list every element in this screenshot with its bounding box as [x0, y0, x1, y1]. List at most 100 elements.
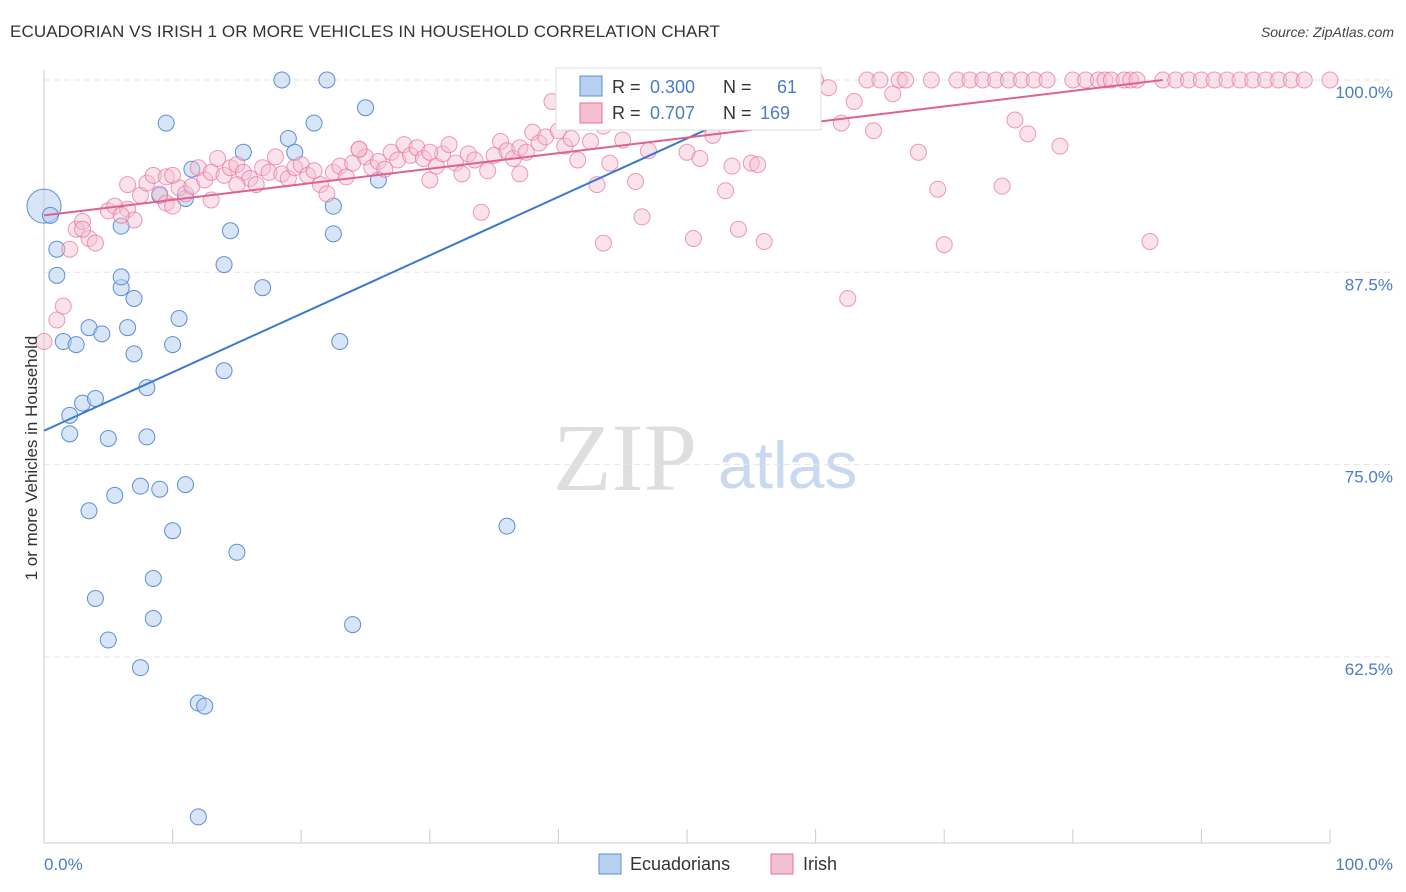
legend-r-label-2: R = — [612, 103, 641, 123]
irish-point — [414, 149, 432, 167]
irish-point — [890, 71, 908, 89]
irish-point — [453, 165, 471, 183]
irish-point — [562, 129, 580, 147]
legend-r-value-2: 0.707 — [650, 103, 695, 123]
irish-point — [35, 333, 53, 351]
irish-point — [935, 236, 953, 254]
legend-r-label-1: R = — [612, 77, 641, 97]
irish-point — [633, 208, 651, 226]
ecuadorian-point — [93, 325, 111, 343]
irish-point — [479, 162, 497, 180]
irish-point — [1102, 71, 1120, 89]
ecuadorian-point — [221, 222, 239, 240]
irish-point — [1231, 71, 1249, 89]
ecuadorian-point — [48, 266, 66, 284]
ecuadorian-point — [176, 476, 194, 494]
chart-title: ECUADORIAN VS IRISH 1 OR MORE VEHICLES I… — [10, 22, 721, 41]
irish-points — [35, 71, 1339, 351]
irish-point — [1270, 71, 1288, 89]
irish-point — [350, 140, 368, 158]
irish-point — [1295, 71, 1313, 89]
irish-point — [86, 234, 104, 252]
legend-r-value-1: 0.300 — [650, 77, 695, 97]
irish-point — [421, 143, 439, 161]
ecuadorian-point — [61, 425, 79, 443]
irish-point — [395, 136, 413, 154]
legend-swatch-pink — [579, 102, 603, 124]
irish-point — [582, 133, 600, 151]
irish-point — [74, 220, 92, 238]
legend-n-label-1: N = — [723, 77, 752, 97]
ecuadorian-point — [305, 114, 323, 132]
series-legend: Ecuadorians Irish — [598, 853, 837, 875]
irish-point — [845, 93, 863, 111]
irish-point — [819, 79, 837, 97]
ecuadorian-point — [157, 114, 175, 132]
irish-point — [492, 133, 510, 151]
irish-point — [48, 311, 66, 329]
ecuadorian-point — [196, 697, 214, 715]
irish-point — [1000, 71, 1017, 89]
irish-point — [1025, 71, 1043, 89]
irish-point — [948, 71, 966, 89]
irish-point — [408, 139, 426, 157]
irish-point — [1064, 71, 1082, 89]
irish-point — [61, 240, 79, 258]
ecuadorian-point — [164, 336, 182, 354]
irish-point — [1180, 71, 1198, 89]
watermark-zip: ZIP — [553, 404, 697, 511]
irish-point — [755, 233, 773, 251]
irish-point — [717, 182, 735, 200]
irish-point — [723, 157, 741, 175]
irish-point — [993, 177, 1011, 195]
legend-ecuadorians-swatch — [598, 853, 622, 875]
irish-point — [684, 229, 702, 247]
y-tick-label-3: 100.0% — [1335, 83, 1393, 102]
ecuadorian-point — [279, 129, 297, 147]
irish-point — [974, 71, 992, 89]
ecuadorian-point — [151, 480, 169, 498]
ecuadorian-point — [357, 99, 374, 117]
legend-swatch-blue — [579, 75, 603, 97]
ecuadorian-point — [344, 616, 362, 634]
irish-point — [331, 157, 349, 175]
irish-point — [594, 234, 612, 252]
y-tick-label-1: 75.0% — [1345, 468, 1393, 487]
irish-point — [864, 122, 882, 140]
source-label: Source: ZipAtlas.com — [1260, 24, 1394, 40]
irish-point — [858, 71, 876, 89]
ecuadorian-point — [170, 309, 188, 327]
irish-point — [1051, 137, 1069, 155]
irish-point — [1244, 71, 1262, 89]
irish-point — [1257, 71, 1275, 89]
ecuadorian-point — [80, 502, 98, 520]
ecuadorian-point — [318, 71, 336, 89]
ecuadorian-point — [215, 362, 233, 380]
legend-n-label-2: N = — [723, 103, 752, 123]
legend-n-value-2: 169 — [760, 103, 790, 123]
irish-point — [884, 85, 902, 103]
irish-point — [1218, 71, 1236, 89]
irish-point — [228, 176, 246, 194]
irish-point — [897, 71, 915, 89]
ecuadorian-point — [164, 522, 182, 540]
ecuadorians-trendline — [43, 79, 817, 432]
irish-point — [1006, 111, 1024, 129]
ecuadorian-point — [131, 659, 149, 677]
ecuadorian-point — [131, 477, 149, 495]
irish-point — [922, 71, 940, 89]
irish-point — [1128, 71, 1146, 89]
irish-point — [569, 151, 587, 169]
irish-point — [318, 185, 336, 203]
ecuadorian-point — [106, 486, 124, 504]
irish-point — [125, 211, 143, 229]
irish-point — [1077, 71, 1095, 89]
legend-irish-swatch — [770, 853, 794, 875]
irish-point — [871, 71, 889, 89]
ecuadorian-point — [144, 569, 162, 587]
y-tick-labels: 62.5% 75.0% 87.5% 100.0% — [1335, 83, 1393, 679]
ecuadorian-point — [331, 333, 349, 351]
irish-point — [266, 148, 284, 166]
irish-point — [1192, 71, 1210, 89]
irish-point — [1141, 233, 1159, 251]
